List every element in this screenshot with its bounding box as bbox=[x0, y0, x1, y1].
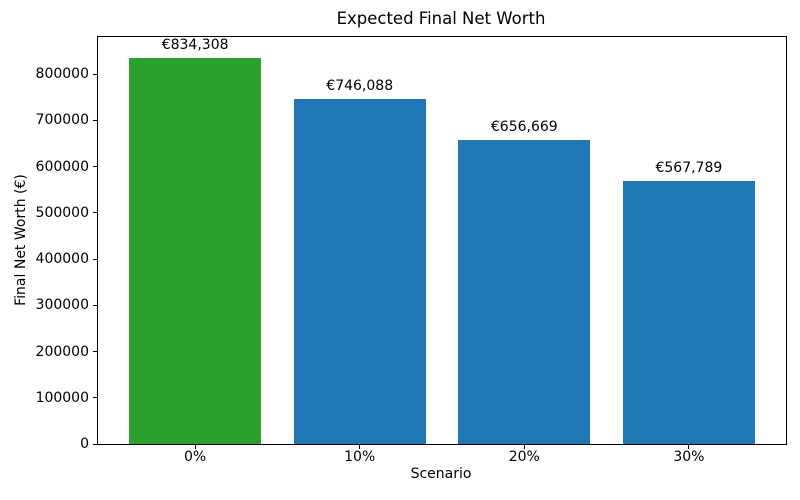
x-tick-label: 20% bbox=[508, 449, 540, 465]
y-tick-label: 0 bbox=[80, 436, 89, 452]
y-tick-mark bbox=[93, 212, 97, 214]
y-tick-label: 800000 bbox=[35, 66, 89, 82]
y-tick-label: 400000 bbox=[35, 251, 89, 267]
y-tick-mark bbox=[93, 73, 97, 75]
y-axis-label: Final Net Worth (€) bbox=[13, 174, 29, 306]
chart-title: Expected Final Net Worth bbox=[336, 9, 546, 28]
y-tick-mark bbox=[93, 397, 97, 399]
plot-area: 0 100000 200000 300000 400000 500000 600000 700… bbox=[36, 36, 787, 465]
y-tick-label: 100000 bbox=[35, 389, 89, 406]
y-tick-mark bbox=[93, 119, 97, 121]
x-tick-mark bbox=[194, 445, 196, 449]
y-tick-label: 300000 bbox=[35, 297, 89, 314]
x-tick-label: 10% bbox=[344, 449, 376, 465]
x-tick-mark bbox=[359, 445, 361, 449]
x-tick-label: 30% bbox=[673, 449, 705, 465]
x-tick-label: 0% bbox=[184, 449, 207, 465]
bar-value-label: €567,789 bbox=[655, 160, 723, 177]
bar bbox=[458, 140, 591, 444]
y-tick-label: 200000 bbox=[35, 343, 89, 360]
x-axis-label: Scenario bbox=[410, 466, 472, 482]
bar-value-label: €746,088 bbox=[326, 77, 394, 94]
x-tick-mark bbox=[523, 445, 525, 449]
y-tick-mark bbox=[93, 166, 97, 167]
bar bbox=[129, 58, 261, 444]
bar bbox=[623, 181, 755, 444]
y-tick-label: 700000 bbox=[35, 112, 89, 129]
y-tick-label: 600000 bbox=[35, 158, 89, 175]
bar bbox=[293, 98, 426, 444]
y-tick-label: 500000 bbox=[35, 204, 89, 221]
y-tick-mark bbox=[93, 351, 97, 352]
x-tick-mark bbox=[688, 445, 690, 449]
y-tick-mark bbox=[93, 304, 97, 306]
y-tick-mark bbox=[93, 258, 97, 260]
y-tick-mark bbox=[93, 443, 97, 445]
bar-value-label: €834,308 bbox=[161, 37, 229, 54]
bar-value-label: €656,669 bbox=[490, 119, 558, 136]
